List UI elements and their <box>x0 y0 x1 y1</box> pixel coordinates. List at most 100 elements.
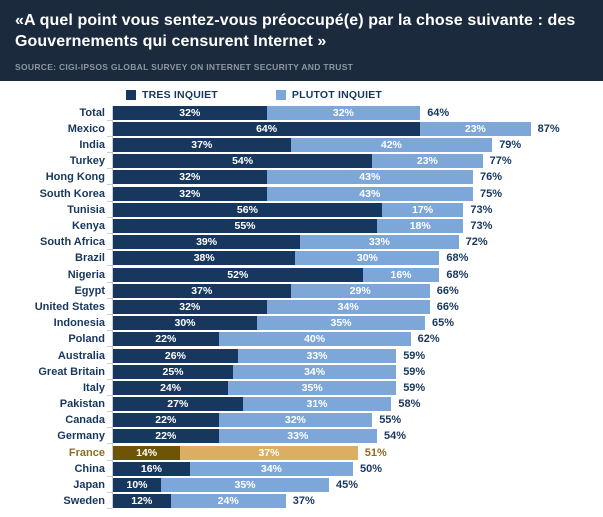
chart-row-pakistan: Pakistan 27% 31% 58% <box>0 396 603 413</box>
segment-value: 55% <box>234 220 256 232</box>
category-label: India <box>79 139 105 152</box>
page-title: «A quel point vous sentez-vous préoccupé… <box>15 12 576 50</box>
bar-segment-plutot-inquiet: 32% <box>266 105 421 120</box>
total-label: 50% <box>359 462 383 475</box>
chart-row-hong-kong: Hong Kong 32% 43% 76% <box>0 169 603 186</box>
chart-row-south-korea: South Korea 32% 43% 75% <box>0 186 603 202</box>
bar-area: 22% 33% 54% <box>106 429 406 445</box>
segment-value: 64% <box>256 122 278 135</box>
bar-area: 32% 43% 75% <box>106 186 503 202</box>
category-label: Poland <box>68 333 105 346</box>
chart-rows: Total 32% 32% 64% Mexico 64% 23% 87% Ind… <box>0 105 603 510</box>
bar-area: 64% 23% 87% <box>107 121 560 137</box>
category-label: Hong Kong <box>45 171 105 184</box>
bar-segment-plutot-inquiet: 33% <box>300 235 459 250</box>
total-label: 62% <box>417 333 440 346</box>
total-label: 72% <box>465 236 488 249</box>
segment-value: 14% <box>136 446 158 459</box>
segment-value: 16% <box>390 268 412 281</box>
total-label: 73% <box>470 203 493 216</box>
total-label: 66% <box>436 300 459 313</box>
bar-segment-tres-inquiet: 32% <box>113 170 267 185</box>
total-label: 64% <box>427 106 450 119</box>
bar-segment-tres-inquiet: 32% <box>113 105 267 120</box>
bar-segment-tres-inquiet: 39% <box>113 235 301 250</box>
category-label: Australia <box>57 349 105 362</box>
chart-legend: TRES INQUIET PLUTOT INQUIET <box>126 89 603 101</box>
segment-value: 56% <box>236 203 258 216</box>
bar-area: 56% 17% 73% <box>106 202 493 218</box>
category-label: Germany <box>57 430 105 443</box>
segment-value: 16% <box>140 462 162 475</box>
bar-segment-plutot-inquiet: 33% <box>218 429 377 444</box>
bar-segment-tres-inquiet: 37% <box>113 138 291 153</box>
bar-area: 24% 35% 59% <box>106 380 425 396</box>
category-label: Sweden <box>63 495 105 508</box>
bar-segment-tres-inquiet: 22% <box>113 413 219 428</box>
bar-segment-plutot-inquiet: 34% <box>233 364 397 379</box>
bar-segment-tres-inquiet: 24% <box>113 380 229 395</box>
legend-swatch-light <box>275 89 286 100</box>
segment-value: 33% <box>306 349 328 362</box>
total-label: 59% <box>403 365 426 378</box>
chart-row-mexico: Mexico 64% 23% 87% <box>0 121 603 137</box>
legend-item-plutot-inquiet: PLUTOT INQUIET <box>275 88 383 101</box>
bar-area: 12% 24% 37% <box>107 494 315 510</box>
total-label: 77% <box>489 155 512 168</box>
total-label: 75% <box>479 187 503 200</box>
bar-segment-tres-inquiet: 32% <box>113 186 267 201</box>
bar-segment-tres-inquiet: 64% <box>113 121 421 136</box>
bar-segment-plutot-inquiet: 43% <box>266 170 473 185</box>
chart-row-total: Total 32% 32% 64% <box>0 105 603 121</box>
segment-value: 37% <box>191 284 213 297</box>
bar-area: 32% 34% 66% <box>107 299 459 315</box>
bar-segment-plutot-inquiet: 33% <box>237 348 397 363</box>
category-label: Total <box>79 106 105 119</box>
category-label: Turkey <box>69 155 105 168</box>
bar-segment-plutot-inquiet: 29% <box>290 283 430 298</box>
segment-value: 54% <box>232 155 254 168</box>
bar-segment-tres-inquiet: 52% <box>113 267 363 282</box>
bar-segment-tres-inquiet: 16% <box>113 461 190 476</box>
segment-value: 32% <box>179 187 201 200</box>
segment-value: 34% <box>337 300 359 313</box>
segment-value: 29% <box>349 284 371 297</box>
source-caption: SOURCE: CIGI-IPSOS GLOBAL SURVEY ON INTE… <box>15 61 354 72</box>
chart-row-tunisia: Tunisia 56% 17% 73% <box>0 202 603 218</box>
category-label: Tunisia <box>67 203 105 216</box>
bar-segment-tres-inquiet: 27% <box>113 397 243 412</box>
chart-row-japan: Japan 10% 35% 45% <box>0 477 603 493</box>
total-label: 59% <box>403 349 426 362</box>
segment-value: 30% <box>174 317 196 330</box>
bar-area: 22% 40% 62% <box>107 332 440 348</box>
bar-segment-plutot-inquiet: 30% <box>295 251 440 266</box>
bar-segment-tres-inquiet: 22% <box>113 332 219 347</box>
segment-value: 33% <box>287 430 309 443</box>
segment-value: 35% <box>234 479 256 491</box>
bar-segment-plutot-inquiet: 35% <box>161 478 329 492</box>
segment-value: 52% <box>227 268 249 281</box>
bar-segment-plutot-inquiet: 42% <box>290 138 493 153</box>
segment-value: 37% <box>258 446 280 459</box>
bar-segment-tres-inquiet: 54% <box>113 154 373 169</box>
bar-area: 54% 23% 77% <box>107 154 512 170</box>
bar-segment-plutot-inquiet: 24% <box>170 494 286 509</box>
bar-segment-plutot-inquiet: 31% <box>242 397 392 412</box>
chart-row-kenya: Kenya 55% 18% 73% <box>0 218 603 234</box>
bar-area: 30% 35% 65% <box>106 316 454 332</box>
chart-row-sweden: Sweden 12% 24% 37% <box>0 493 603 510</box>
segment-value: 22% <box>155 414 177 427</box>
bar-area: 27% 31% 58% <box>106 397 420 413</box>
category-label: France <box>68 446 105 459</box>
chart-row-canada: Canada 22% 32% 55% <box>0 412 603 429</box>
chart-row-italy: Italy 24% 35% 59% <box>0 380 603 396</box>
segment-value: 12% <box>131 495 153 508</box>
bar-segment-tres-inquiet: 38% <box>113 251 296 266</box>
legend-label: PLUTOT INQUIET <box>291 88 383 101</box>
bar-segment-tres-inquiet: 14% <box>113 445 181 460</box>
chart-row-nigeria: Nigeria 52% 16% 68% <box>0 266 603 283</box>
bar-segment-plutot-inquiet: 23% <box>420 121 531 136</box>
segment-value: 23% <box>416 155 438 168</box>
bar-segment-tres-inquiet: 55% <box>113 219 377 233</box>
segment-value: 39% <box>196 236 218 249</box>
